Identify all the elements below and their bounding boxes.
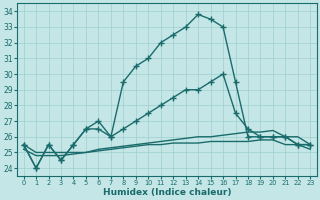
X-axis label: Humidex (Indice chaleur): Humidex (Indice chaleur) [103, 188, 231, 197]
